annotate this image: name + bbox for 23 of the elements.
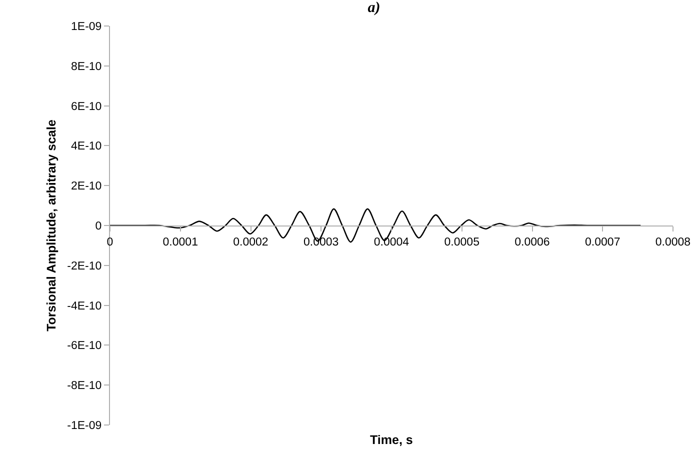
x-tick-label: 0.0007 <box>585 236 620 248</box>
y-tick-label: -4E-10 <box>67 300 102 312</box>
y-tick-label: -2E-10 <box>67 260 102 272</box>
x-tick-label: 0.0001 <box>162 236 198 248</box>
x-tick-label: 0.0002 <box>233 236 268 248</box>
x-axis-title: Time, s <box>370 433 413 447</box>
y-tick-label: 4E-10 <box>71 140 102 153</box>
x-tick-label: 0 <box>106 236 114 248</box>
x-tick-label: 0.0006 <box>514 236 550 248</box>
y-tick-label: 1E-09 <box>71 21 102 34</box>
y-axis-title: Torsional Amplitude, arbitrary scale <box>44 120 58 332</box>
y-tick-label: 8E-10 <box>71 60 102 73</box>
x-tick-label: 0.0008 <box>655 236 691 248</box>
x-tick-label: 0.0005 <box>444 236 480 248</box>
y-tick-label: 0 <box>95 220 102 233</box>
y-tick-label: 6E-10 <box>71 100 102 113</box>
x-tick-label: 0.0003 <box>304 236 339 248</box>
y-tick-label: -8E-10 <box>67 380 102 392</box>
y-tick-label: -6E-10 <box>67 340 102 352</box>
y-tick-label: -1E-09 <box>67 420 102 432</box>
y-tick-label: 2E-10 <box>71 180 102 193</box>
chart-title: a) <box>368 0 380 16</box>
x-tick-label: 0.0004 <box>374 236 410 248</box>
